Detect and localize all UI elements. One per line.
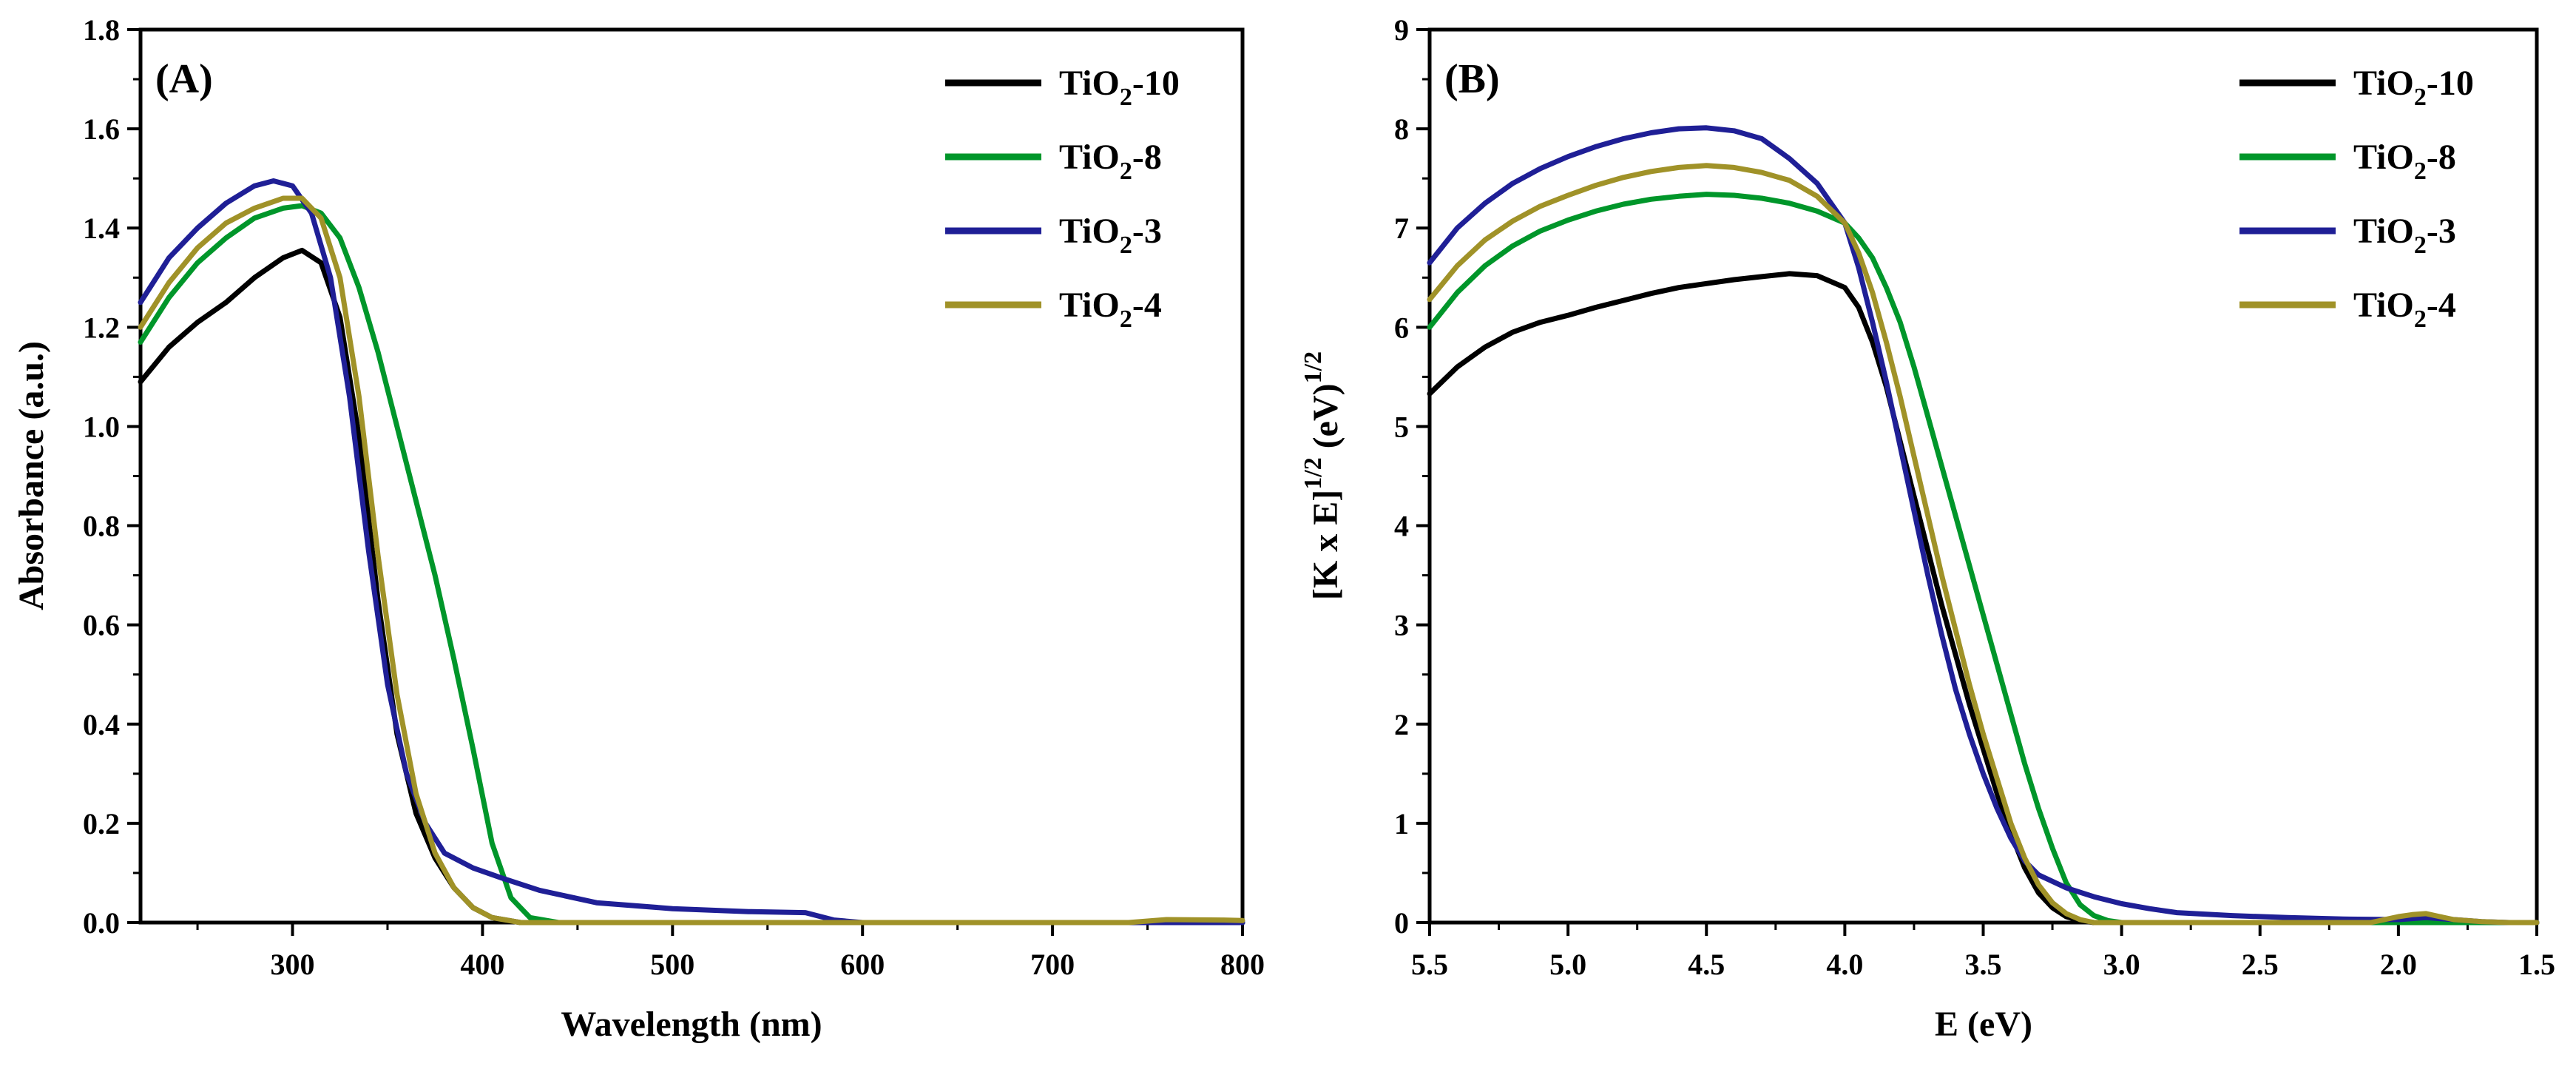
x-tick-label-a-4: 700 — [1030, 948, 1075, 981]
series-line-a-tio2-3 — [138, 178, 1245, 926]
y-tick-labels-b: 0 1 2 3 4 5 6 7 8 9 — [1394, 13, 1409, 940]
ticks-b — [1416, 28, 2538, 936]
x-tick-labels-a: 300 400 500 600 700 800 — [271, 948, 1265, 981]
x-tick-label-a-1: 400 — [460, 948, 504, 981]
legend-label-b-1: TiO2-10 — [2353, 64, 2474, 111]
legend-entry-a-3: TiO2-3 — [945, 212, 1162, 259]
x-tick-label-b-2: 4.5 — [1688, 948, 1725, 981]
x-tick-label-a-5: 800 — [1220, 948, 1265, 981]
y-tick-label-a-3: 0.6 — [83, 609, 120, 642]
y-tick-label-b-5: 5 — [1394, 410, 1409, 443]
legend-entry-b-1: TiO2-10 — [2239, 64, 2474, 111]
y-tick-label-a-6: 1.2 — [83, 311, 120, 344]
y-tick-label-a-1: 0.2 — [83, 807, 120, 840]
y-tick-label-a-7: 1.4 — [83, 212, 120, 245]
x-axis-title-b: E (eV) — [1935, 1005, 2032, 1044]
series-line-b-tio2-3 — [1427, 125, 2540, 926]
legend-label-b-2: TiO2-8 — [2353, 138, 2456, 185]
panel-label-a: (A) — [155, 56, 213, 102]
x-tick-label-b-7: 2.0 — [2380, 948, 2417, 981]
x-axis-title-a: Wavelength (nm) — [561, 1005, 822, 1044]
y-tick-label-a-0: 0.0 — [83, 906, 120, 940]
y-tick-label-a-9: 1.8 — [83, 13, 120, 47]
y-tick-labels-a: 0.0 0.2 0.4 0.6 0.8 1.0 1.2 1.4 1.6 1.8 — [83, 13, 120, 940]
series-line-a-tio2-4 — [138, 195, 1245, 926]
y-tick-label-a-4: 0.8 — [83, 510, 120, 543]
series-line-b-tio2-4 — [1427, 163, 2540, 926]
y-axis-title-b: [K x E]1/2 (eV)1/2 — [1299, 351, 1345, 600]
y-tick-label-b-7: 7 — [1394, 212, 1409, 245]
legend-label-a-3: TiO2-3 — [1059, 212, 1162, 259]
y-tick-label-b-9: 9 — [1394, 13, 1409, 47]
legend-entry-a-1: TiO2-10 — [945, 64, 1180, 111]
series-lines-a — [138, 178, 1245, 926]
series-lines-b — [1427, 125, 2540, 926]
y-tick-label-b-2: 2 — [1394, 708, 1409, 741]
legend-entry-a-4: TiO2-4 — [945, 286, 1162, 333]
legend-label-b-3: TiO2-3 — [2353, 212, 2456, 259]
x-tick-labels-b: 5.5 5.0 4.5 4.0 3.5 3.0 2.5 2.0 1.5 — [1411, 948, 2555, 981]
legend-label-a-4: TiO2-4 — [1059, 286, 1162, 333]
plot-area-a — [138, 27, 1245, 925]
legend-a: TiO2-10 TiO2-8 TiO2-3 TiO2-4 — [945, 64, 1180, 333]
y-tick-label-b-0: 0 — [1394, 906, 1409, 940]
x-tick-label-a-0: 300 — [271, 948, 315, 981]
x-tick-label-b-6: 2.5 — [2242, 948, 2279, 981]
y-tick-label-a-8: 1.6 — [83, 112, 120, 146]
y-tick-label-b-4: 4 — [1394, 510, 1409, 543]
x-tick-label-b-8: 1.5 — [2518, 948, 2555, 981]
chart-panel-b: 5.5 5.0 4.5 4.0 3.5 3.0 2.5 2.0 1.5 0 1 2 3 4 5 6 7 8 9 (… — [1299, 13, 2555, 1044]
x-tick-label-b-5: 3.0 — [2103, 948, 2140, 981]
legend-entry-b-4: TiO2-4 — [2239, 286, 2456, 333]
series-line-b-tio2-8 — [1427, 192, 2540, 926]
x-tick-label-b-1: 5.0 — [1549, 948, 1586, 981]
legend-entry-b-2: TiO2-8 — [2239, 138, 2456, 185]
chart-panel-a: 300 400 500 600 700 800 0.0 0.2 0.4 0.6 0.8 1.0 1.2… — [12, 13, 1265, 1044]
panel-label-b: (B) — [1444, 56, 1500, 102]
y-tick-label-b-3: 3 — [1394, 609, 1409, 642]
y-tick-label-b-8: 8 — [1394, 112, 1409, 146]
x-tick-label-a-3: 600 — [840, 948, 885, 981]
y-tick-label-a-2: 0.4 — [83, 708, 120, 741]
x-tick-label-b-3: 4.0 — [1826, 948, 1863, 981]
series-line-b-tio2-10 — [1427, 271, 2540, 926]
legend-b: TiO2-10 TiO2-8 TiO2-3 TiO2-4 — [2239, 64, 2474, 333]
legend-label-a-1: TiO2-10 — [1059, 64, 1180, 111]
x-tick-label-a-2: 500 — [650, 948, 694, 981]
x-tick-label-b-0: 5.5 — [1411, 948, 1448, 981]
legend-label-a-2: TiO2-8 — [1059, 138, 1162, 185]
y-tick-label-a-5: 1.0 — [83, 410, 120, 443]
y-axis-title-a: Absorbance (a.u.) — [12, 341, 51, 610]
legend-label-b-4: TiO2-4 — [2353, 286, 2456, 333]
y-tick-label-b-6: 6 — [1394, 311, 1409, 344]
legend-entry-a-2: TiO2-8 — [945, 138, 1162, 185]
x-tick-label-b-4: 3.5 — [1965, 948, 2002, 981]
y-tick-label-b-1: 1 — [1394, 807, 1409, 840]
legend-entry-b-3: TiO2-3 — [2239, 212, 2456, 259]
